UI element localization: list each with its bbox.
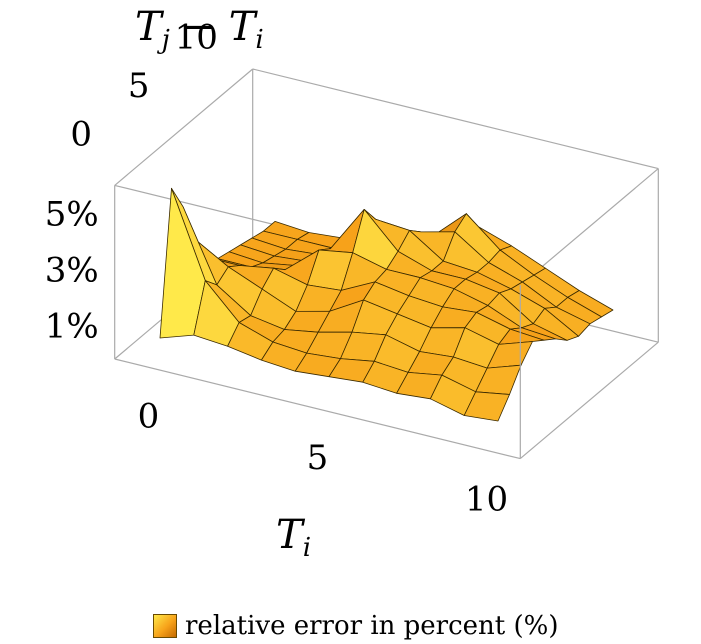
x-tick-label: 10 [465,479,508,519]
z-tick-label: 5% [45,194,99,234]
legend-label: relative error in percent (%) [185,611,559,641]
box-edge [114,68,254,186]
z-tick-label: 1% [45,306,99,346]
legend-swatch [153,614,177,638]
x-axis-title: Ti [276,512,311,563]
y-axis-title: Tj − Ti [135,4,264,55]
surface-cell [463,391,510,422]
box-edge [519,341,659,460]
legend: relative error in percent (%) [153,610,559,642]
z-tick-label: 3% [45,250,99,290]
box-edge [114,358,521,460]
box-edge [252,68,659,170]
y-tick-label: 0 [70,115,92,155]
y-tick-label: 5 [128,66,150,106]
error-surface [159,187,614,422]
box-edge [519,168,659,286]
x-tick-label: 5 [307,438,329,478]
y-tick-label: 10 [175,18,218,58]
x-tick-label: 0 [138,396,160,436]
bounding-box-front-edges [114,185,521,460]
